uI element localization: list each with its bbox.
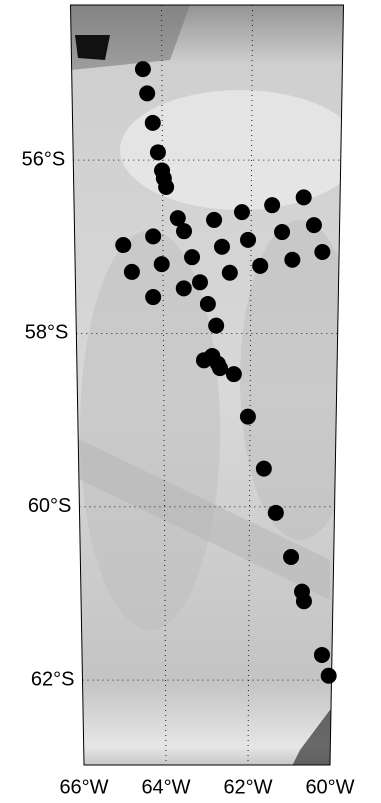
station-point xyxy=(296,189,312,205)
x-tick-label: 66°W xyxy=(59,776,108,798)
station-point xyxy=(139,85,155,101)
station-point xyxy=(252,258,268,274)
station-point xyxy=(321,668,337,684)
station-point xyxy=(274,224,290,240)
station-point xyxy=(206,212,222,228)
station-point xyxy=(192,274,208,290)
map: 62°S 60°S 58°S 56°S 66°W 64°W 62°W 60°W xyxy=(0,0,381,803)
station-point xyxy=(176,280,192,296)
x-tick-label: 60°W xyxy=(305,776,354,798)
station-point xyxy=(264,197,280,213)
station-point xyxy=(306,217,322,233)
station-point xyxy=(158,179,174,195)
x-tick-label: 62°W xyxy=(223,776,272,798)
y-tick-label: 60°S xyxy=(28,495,72,517)
station-point xyxy=(150,144,166,160)
station-point xyxy=(284,252,300,268)
station-point xyxy=(240,232,256,248)
y-tick-label: 56°S xyxy=(22,148,66,170)
station-point xyxy=(296,593,312,609)
y-tick-label: 62°S xyxy=(31,668,75,690)
station-point xyxy=(283,549,299,565)
x-tick-label: 64°W xyxy=(141,776,190,798)
station-point xyxy=(208,318,224,334)
station-point xyxy=(115,237,131,253)
station-point xyxy=(200,296,216,312)
station-point xyxy=(184,249,200,265)
y-tick-label: 58°S xyxy=(25,322,69,344)
station-point xyxy=(240,409,256,425)
station-point xyxy=(154,256,170,272)
station-point xyxy=(212,360,228,376)
station-point xyxy=(314,647,330,663)
station-point xyxy=(268,505,284,521)
station-point xyxy=(256,461,272,477)
station-point xyxy=(145,115,161,131)
station-point xyxy=(124,264,140,280)
station-point xyxy=(145,289,161,305)
station-point xyxy=(234,204,250,220)
station-point xyxy=(226,366,242,382)
station-point xyxy=(135,61,151,77)
station-point xyxy=(222,265,238,281)
station-point xyxy=(145,228,161,244)
station-point xyxy=(176,223,192,239)
station-point xyxy=(214,239,230,255)
station-point xyxy=(314,244,330,260)
